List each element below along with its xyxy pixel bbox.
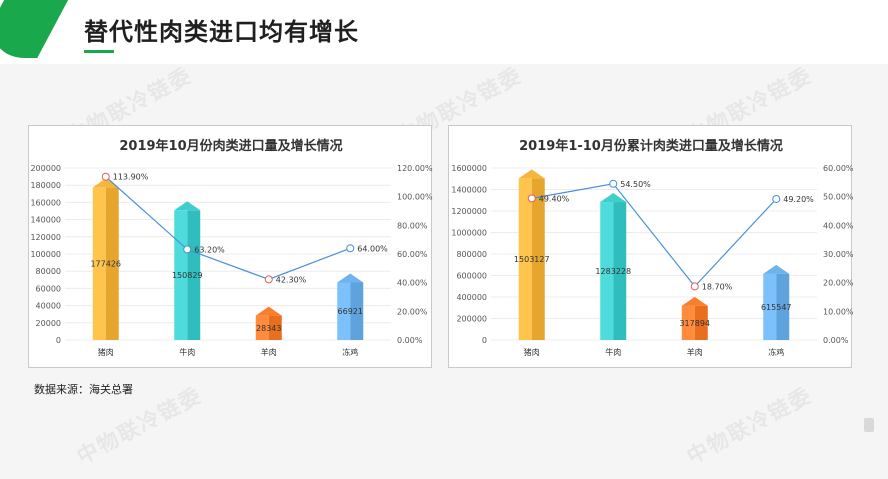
chart-title: 2019年10月份肉类进口量及增长情况 (119, 138, 342, 154)
y-tick-label: 1200000 (451, 207, 487, 216)
growth-point-3 (265, 276, 272, 283)
y-tick-label: 80000 (36, 267, 61, 276)
title-underline (84, 50, 114, 53)
logo-leaf-accent (0, 0, 79, 58)
y2-tick-label: 30.00% (823, 250, 853, 259)
y-tick-label: 20000 (36, 319, 61, 328)
growth-label: 113.90% (113, 173, 149, 182)
y2-tick-label: 40.00% (823, 221, 853, 230)
y2-tick-label: 60.00% (397, 250, 428, 259)
y2-tick-label: 120.00% (397, 164, 433, 173)
growth-label: 42.30% (276, 275, 307, 284)
page-title: 替代性肉类进口均有增长 (84, 12, 359, 47)
growth-label: 63.20% (194, 245, 225, 254)
x-tick-label: 牛肉 (605, 347, 621, 357)
growth-label: 49.20% (783, 195, 814, 204)
y2-tick-label: 40.00% (397, 279, 428, 288)
chart-panel-october: 2019年10月份肉类进口量及增长情况 200000 180000 160000 140… (28, 125, 432, 368)
bar-value-label: 615547 (761, 303, 792, 312)
growth-label: 18.70% (702, 282, 733, 291)
growth-point-2 (610, 180, 617, 187)
y2-tick-label: 20.00% (397, 307, 428, 316)
bar-value-label: 28343 (256, 324, 281, 333)
growth-line (106, 177, 351, 280)
x-tick-label: 羊肉 (261, 347, 277, 357)
x-tick-label: 冻鸡 (768, 347, 784, 357)
bar-value-label: 150829 (172, 271, 203, 280)
y-tick-label: 100000 (30, 250, 61, 259)
bar-value-label: 317894 (679, 319, 710, 328)
x-tick-label: 羊肉 (687, 347, 703, 357)
y2-tick-label: 80.00% (397, 221, 428, 230)
chart-october-svg: 2019年10月份肉类进口量及增长情况200000180000160000140… (29, 126, 433, 369)
bar-value-label: 66921 (338, 307, 363, 316)
y2-tick-label: 0.00% (397, 336, 423, 345)
growth-label: 64.00% (357, 244, 388, 253)
y-tick-label: 120000 (30, 233, 61, 242)
y-tick-label: 800000 (456, 250, 487, 259)
y2-tick-label: 20.00% (823, 279, 853, 288)
y2-tick-label: 60.00% (823, 164, 853, 173)
growth-point-4 (773, 195, 780, 202)
y-tick-label: 200000 (456, 315, 487, 324)
y2-tick-label: 100.00% (397, 193, 433, 202)
growth-point-3 (691, 283, 698, 290)
growth-label: 54.50% (620, 180, 651, 189)
header-band: 替代性肉类进口均有增长 (0, 0, 888, 58)
bar-1-cap (519, 169, 545, 178)
bar-4-cap (763, 265, 789, 274)
y-tick-label: 0 (56, 336, 61, 345)
bar-value-label: 1283228 (595, 267, 631, 276)
bar-3-cap (256, 307, 282, 316)
y-tick-label: 0 (482, 336, 487, 345)
source-note: 数据来源：海关总署 (34, 381, 133, 397)
y2-tick-label: 0.00% (823, 336, 849, 345)
chart-title: 2019年1-10月份累计肉类进口量及增长情况 (519, 138, 783, 154)
x-tick-label: 冻鸡 (342, 347, 358, 357)
y-tick-label: 1400000 (451, 186, 487, 195)
y-tick-label: 200000 (30, 164, 61, 173)
growth-point-2 (184, 246, 191, 253)
y-tick-label: 600000 (456, 272, 487, 281)
y-tick-label: 40000 (36, 302, 61, 311)
x-tick-label: 牛肉 (179, 347, 195, 357)
bar-3-cap (682, 297, 708, 306)
x-tick-label: 猪肉 (98, 347, 114, 357)
growth-point-1 (102, 173, 109, 180)
y-tick-label: 60000 (36, 284, 61, 293)
x-tick-label: 猪肉 (524, 347, 540, 357)
y-tick-label: 160000 (30, 198, 61, 207)
y-tick-label: 180000 (30, 181, 61, 190)
growth-point-4 (347, 245, 354, 252)
chart-cumulative-svg: 2019年1-10月份累计肉类进口量及增长情况 1600000 1400000 120… (449, 126, 853, 369)
y2-tick-label: 50.00% (823, 193, 853, 202)
growth-label: 49.40% (539, 194, 570, 203)
y-tick-label: 140000 (30, 216, 61, 225)
bar-value-label: 1503127 (514, 255, 550, 264)
y-tick-label: 1000000 (451, 229, 487, 238)
bar-4-cap (337, 273, 363, 282)
y-tick-label: 1600000 (451, 164, 487, 173)
chart-panel-cumulative: 2019年1-10月份累计肉类进口量及增长情况 1600000 1400000 120… (448, 125, 852, 368)
growth-point-1 (528, 195, 535, 202)
side-page-marker (864, 418, 874, 432)
y2-tick-label: 10.00% (823, 307, 853, 316)
bar-value-label: 177426 (90, 260, 121, 269)
y-tick-label: 400000 (456, 293, 487, 302)
